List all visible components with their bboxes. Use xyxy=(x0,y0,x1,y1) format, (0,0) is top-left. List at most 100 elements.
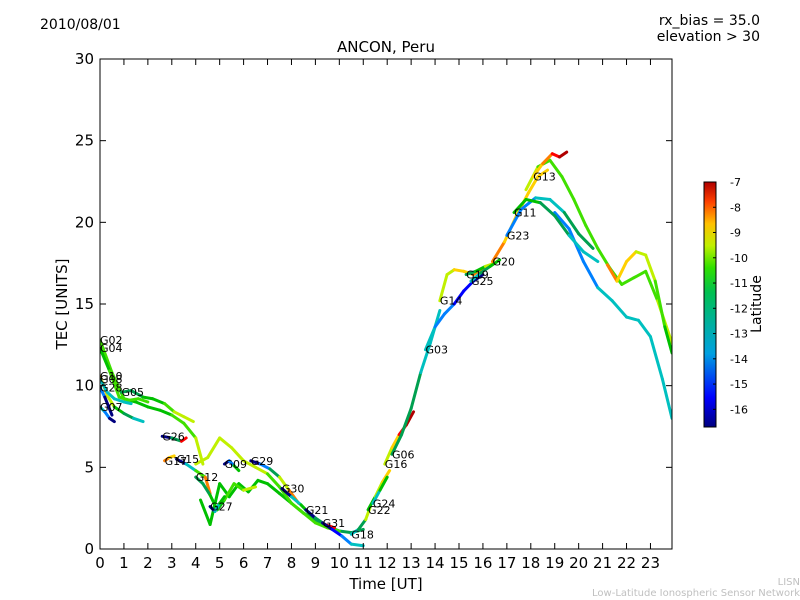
series-label-g11: G11 xyxy=(514,207,537,220)
colorbar-tick-label: -13 xyxy=(730,328,748,341)
series-label-g25: G25 xyxy=(471,275,494,288)
trace-4-segment xyxy=(266,472,281,489)
series-g23-segment xyxy=(562,211,581,236)
series-g17-segment xyxy=(167,454,176,460)
series-g26-segment xyxy=(160,434,174,440)
x-tick-label: 5 xyxy=(215,554,225,572)
series-label-g29: G29 xyxy=(251,455,274,468)
x-tick-label: 0 xyxy=(95,554,105,572)
series-g05-segment xyxy=(172,410,186,419)
series-label-g05: G05 xyxy=(122,386,145,399)
x-tick-label: 10 xyxy=(330,554,349,572)
series-label-g07: G07 xyxy=(100,401,123,414)
trace-1-segment xyxy=(553,211,571,231)
series-label-g17: G17 xyxy=(165,455,188,468)
series-g31-segment xyxy=(330,527,344,538)
x-axis: 0 1 2 3 4 5 6 7 8 9 10 11 12 13 14 15 16 17 18 19 20 21 22 23 xyxy=(95,59,660,572)
series-g05-segment xyxy=(141,395,155,401)
y-tick-label: 5 xyxy=(84,458,94,476)
trace-1-segment xyxy=(648,335,664,381)
series-g02-segment xyxy=(194,436,205,466)
series-label-g23: G23 xyxy=(507,229,530,242)
trace-1-segment xyxy=(596,286,614,303)
trace-2-segment xyxy=(634,250,648,257)
series-g02-segment xyxy=(100,338,114,375)
colorbar-tick-label: -11 xyxy=(730,277,748,290)
series-g05-segment xyxy=(129,389,145,399)
series-g10-segment xyxy=(105,393,116,409)
y-axis-label: TEC [UNITS] xyxy=(53,259,71,351)
series-g30-segment xyxy=(289,495,303,507)
series-g05-segment xyxy=(182,415,195,424)
series-g09-segment xyxy=(232,464,241,473)
series-label-g19: G19 xyxy=(466,269,489,282)
rx-bias-label: rx_bias = 35.0 xyxy=(658,13,760,29)
colorbar-tick-label: -7 xyxy=(730,176,741,189)
trace-1-segment xyxy=(625,315,640,322)
colorbar-tick-label: -9 xyxy=(730,227,741,240)
series-label-g20: G20 xyxy=(493,256,516,269)
series-g31-segment xyxy=(349,542,365,548)
series-g25-segment xyxy=(479,264,492,275)
series-label-g14: G14 xyxy=(440,295,463,308)
series-g12-segment xyxy=(201,482,212,497)
series-g16-segment xyxy=(390,433,401,450)
series-label-g28: G28 xyxy=(100,381,123,394)
trace-2-segment xyxy=(644,253,657,283)
series-g16-segment xyxy=(383,446,394,466)
trace-1-segment xyxy=(636,318,652,339)
x-tick-label: 2 xyxy=(143,554,153,572)
series-g12-segment xyxy=(222,482,236,502)
series-g05-segment xyxy=(151,397,167,406)
trace-4-segment xyxy=(289,501,305,515)
series-g10-segment xyxy=(122,411,136,420)
colorbar-label: Latitude xyxy=(749,275,765,333)
colorbar-tick-label: -14 xyxy=(730,353,748,366)
series-g20-segment xyxy=(491,240,506,264)
y-tick-label: 30 xyxy=(75,50,94,68)
series-g11-segment xyxy=(553,214,571,237)
series-g23-segment xyxy=(505,207,523,237)
series-g25-segment xyxy=(488,258,502,268)
series-g14-segment xyxy=(452,268,466,273)
series-g05-segment xyxy=(163,402,176,414)
series-g05-segment xyxy=(120,389,133,394)
x-tick-label: 21 xyxy=(593,554,612,572)
series-g03-segment xyxy=(462,279,475,293)
series-g23-segment xyxy=(534,196,552,201)
series-g03-segment xyxy=(443,302,456,316)
x-tick-label: 11 xyxy=(354,554,373,572)
series-g11-segment xyxy=(567,233,585,254)
y-tick-label: 25 xyxy=(75,132,94,150)
colorbar-ticks: -7 -8 -9 -10 -11 -12 -13 -14 -15 -16 xyxy=(713,176,748,416)
series-g08-segment xyxy=(105,390,116,401)
colorbar-tick-label: -12 xyxy=(730,302,748,315)
trace-0-segment xyxy=(548,158,564,179)
series-label-g09: G09 xyxy=(224,458,247,471)
x-tick-label: 20 xyxy=(569,554,588,572)
series-g13-segment xyxy=(531,162,545,179)
series-label-g08: G08 xyxy=(100,373,123,386)
series-label-g27: G27 xyxy=(210,501,233,514)
series-g03-segment xyxy=(423,325,437,352)
trace-2-segment xyxy=(663,325,672,355)
series-g24-segment xyxy=(378,475,389,492)
series-g15-segment xyxy=(175,457,188,466)
series-g06-segment xyxy=(419,341,432,375)
y-tick-label: 15 xyxy=(75,295,94,313)
trace-1-segment xyxy=(581,260,600,290)
series-g02-segment xyxy=(158,408,174,417)
elevation-label: elevation > 30 xyxy=(656,29,760,45)
trace-4-segment xyxy=(313,521,329,530)
x-tick-label: 22 xyxy=(617,554,636,572)
series-label-g04: G04 xyxy=(100,342,123,355)
series-g29-segment xyxy=(249,459,262,466)
series-label-g16: G16 xyxy=(385,458,408,471)
trace-4-segment xyxy=(242,459,258,469)
plot-area xyxy=(100,59,672,549)
x-tick-label: 7 xyxy=(263,554,273,572)
x-tick-label: 6 xyxy=(239,554,249,572)
series-label-g13: G13 xyxy=(533,171,556,184)
series-g23-segment xyxy=(548,197,566,215)
